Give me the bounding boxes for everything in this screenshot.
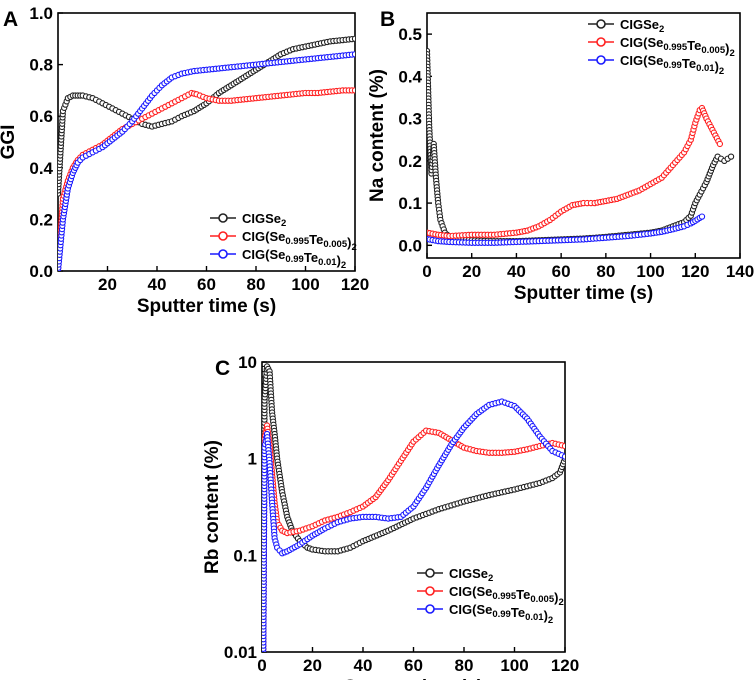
x-tick-label: 120 — [551, 656, 579, 675]
y-tick-label: 0.1 — [398, 194, 422, 213]
legend-entry: CIG(Se0.995Te0.005)2 — [588, 35, 735, 59]
y-tick-label: 0.5 — [398, 25, 422, 44]
x-tick-label: 80 — [247, 275, 266, 294]
legend-entry: CIG(Se0.99Te0.01)2 — [210, 247, 346, 271]
legend-entry: CIG(Se0.99Te0.01)2 — [588, 53, 724, 77]
x-axis-label: Sputter time (s) — [514, 283, 653, 304]
y-tick-label: 0.0 — [29, 262, 53, 281]
x-tick-label: 40 — [507, 262, 526, 281]
legend-label: CIGSe2 — [449, 566, 493, 584]
data-point — [698, 213, 706, 220]
series-line — [58, 38, 355, 194]
y-tick-label: 0.2 — [398, 152, 422, 171]
x-tick-label: 100 — [636, 262, 664, 281]
y-tick-label: 1.0 — [29, 4, 53, 23]
data-point — [351, 35, 355, 42]
legend-label: CIG(Se0.995Te0.005)2 — [620, 35, 735, 59]
legend-entry: CIGSe2 — [588, 17, 664, 35]
y-tick-label: 10 — [238, 353, 257, 372]
legend-label: CIG(Se0.995Te0.005)2 — [242, 229, 357, 253]
y-axis-label: Rb content (%) — [202, 440, 223, 574]
y-axis-label: Na content (%) — [367, 69, 388, 202]
y-axis-label: GGI — [0, 125, 19, 160]
data-point — [727, 153, 735, 160]
panel-a: A 20 40 60 80 100 120 0.0 0.2 0.4 0.6 0.8 1.0 Sputter… — [0, 4, 369, 317]
y-tick-label: 0.0 — [398, 236, 422, 255]
legend-marker — [218, 213, 228, 223]
x-tick-label: 100 — [500, 656, 528, 675]
legend-entry: CIG(Se0.99Te0.01)2 — [417, 602, 553, 626]
legend-marker — [596, 19, 606, 29]
legend-marker — [218, 231, 228, 241]
panel-label: C — [215, 357, 230, 380]
panel-label: B — [380, 8, 395, 31]
y-tick-label: 0.8 — [29, 56, 53, 75]
y-tick-label: 0.6 — [29, 107, 53, 126]
x-tick-label: 140 — [726, 262, 754, 281]
legend-label: CIGSe2 — [242, 211, 286, 229]
panel-c: C 0 20 40 60 80 100 120 0.01 0.1 1 10 Sputter time (… — [202, 353, 579, 680]
data-point — [561, 442, 565, 450]
series-line — [427, 106, 721, 237]
legend-entry: CIG(Se0.995Te0.005)2 — [417, 584, 564, 608]
y-tick-label: 0.1 — [233, 546, 257, 565]
legend-entry: CIG(Se0.995Te0.005)2 — [210, 229, 357, 253]
legend-marker — [596, 37, 606, 47]
x-tick-label: 20 — [98, 275, 117, 294]
legend-label: CIGSe2 — [620, 17, 664, 35]
series-blue — [427, 213, 706, 246]
series-blue — [58, 51, 355, 271]
data-point — [351, 51, 355, 58]
x-tick-label: 40 — [148, 275, 167, 294]
series-red — [427, 104, 724, 240]
x-axis-label: Sputter time (s) — [137, 296, 276, 317]
y-tick-label: 0.4 — [29, 159, 53, 178]
data-point — [716, 140, 724, 148]
y-tick-label: 0.2 — [29, 210, 53, 229]
legend-marker — [425, 568, 435, 578]
panel-label: A — [3, 8, 18, 31]
legend-label: CIG(Se0.99Te0.01)2 — [449, 602, 553, 626]
x-tick-label: 100 — [291, 275, 319, 294]
y-tick-label: 1 — [248, 450, 257, 469]
data-point — [561, 453, 565, 460]
x-tick-label: 120 — [681, 262, 709, 281]
panel-b: B 0 20 40 60 80 100 120 140 0.0 0.1 0.2 0.3 0.4 0.5 Spu… — [367, 8, 754, 304]
x-tick-label: 60 — [197, 275, 216, 294]
series-black — [58, 35, 355, 197]
data-point — [351, 87, 355, 94]
x-tick-label: 20 — [462, 262, 481, 281]
x-tick-label: 20 — [303, 656, 322, 675]
legend-marker — [425, 586, 435, 596]
x-tick-label: 40 — [354, 656, 373, 675]
x-tick-label: 80 — [455, 656, 474, 675]
legend-label: CIG(Se0.995Te0.005)2 — [449, 584, 564, 608]
x-tick-label: 80 — [596, 262, 615, 281]
legend-entry: CIGSe2 — [210, 211, 286, 229]
series-blue — [262, 398, 565, 652]
legend-marker — [425, 604, 435, 614]
legend-marker — [596, 55, 606, 65]
legend-entry: CIGSe2 — [417, 566, 493, 584]
x-tick-label: 120 — [341, 275, 369, 294]
y-tick-label: 0.4 — [398, 67, 422, 86]
y-tick-label: 0.01 — [224, 643, 257, 662]
legend-label: CIG(Se0.99Te0.01)2 — [620, 53, 724, 77]
legend-marker — [218, 249, 228, 259]
y-tick-label: 0.3 — [398, 110, 422, 129]
x-tick-label: 60 — [404, 656, 423, 675]
x-tick-label: 0 — [422, 262, 431, 281]
x-tick-label: 0 — [257, 656, 266, 675]
x-tick-label: 60 — [552, 262, 571, 281]
x-axis-label: Sputter time (s) — [344, 677, 483, 680]
legend-label: CIG(Se0.99Te0.01)2 — [242, 247, 346, 271]
